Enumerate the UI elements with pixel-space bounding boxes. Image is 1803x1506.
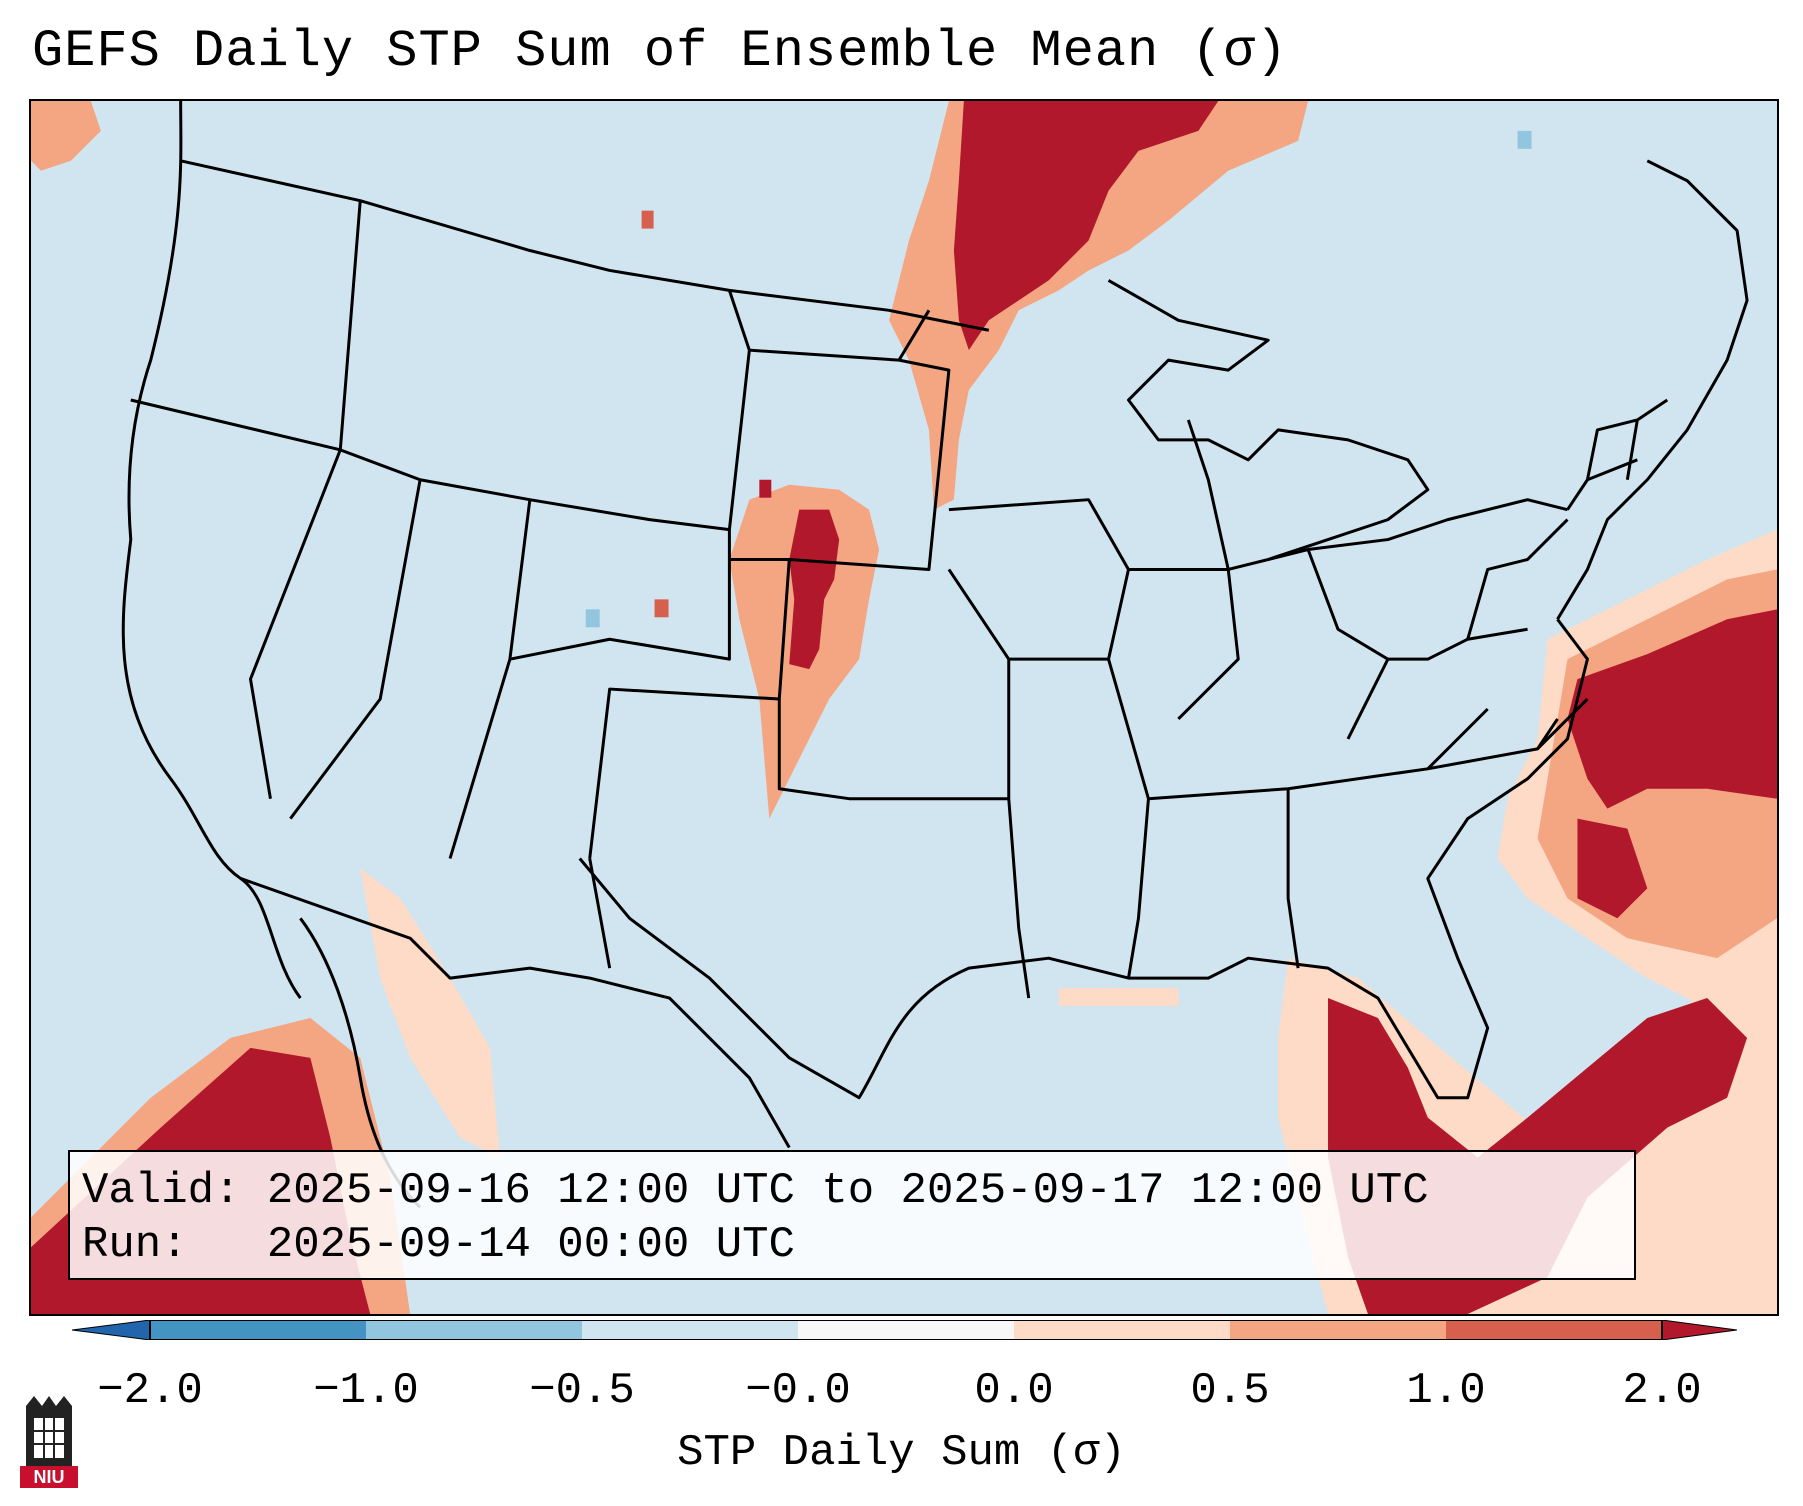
colorbar-extend-high [1661, 1320, 1737, 1340]
anomaly-region-northwest [31, 101, 101, 171]
colorbar-bin [798, 1320, 1014, 1340]
colorbar-tick-label: −0.0 [745, 1366, 851, 1416]
state-borders [130, 200, 1568, 999]
anomaly-cell [654, 599, 669, 618]
anomaly-cell [641, 210, 654, 229]
anomaly-region-atlantic-core2 [1577, 818, 1648, 919]
colorbar-tick-label: 0.5 [1190, 1366, 1270, 1416]
valid-label: Valid: [82, 1166, 241, 1216]
state-borders-east [1466, 398, 1669, 750]
colorbar-tick-label: −2.0 [97, 1366, 203, 1416]
colorbar-bin [150, 1320, 366, 1340]
logo-text: NIU [34, 1467, 65, 1487]
anomaly-cell-negative [1517, 130, 1532, 149]
niu-logo: NIU [20, 1396, 78, 1488]
colorbar-outline [149, 1320, 1663, 1340]
map-canvas [31, 101, 1777, 1314]
colorbar-extend-low [72, 1320, 151, 1340]
anomaly-region-superior-core [953, 101, 1219, 351]
boundaries-layer [121, 101, 1749, 1209]
anomaly-cell [759, 479, 772, 498]
colorbar-tick-label: 1.0 [1406, 1366, 1486, 1416]
colorbar-bin [582, 1320, 798, 1340]
validity-info-box: Valid: 2025-09-16 12:00 UTC to 2025-09-1… [68, 1150, 1636, 1280]
run-value: 2025-09-14 00:00 UTC [266, 1220, 795, 1270]
mexico-border [240, 877, 791, 1149]
map-panel [29, 99, 1779, 1316]
colorbar-bin [366, 1320, 582, 1340]
anomaly-region-gulf-ca [360, 868, 500, 1158]
colorbar-tick-label: 0.0 [974, 1366, 1054, 1416]
anomaly-cell [1058, 988, 1179, 1007]
colorbar-tick-label: 2.0 [1622, 1366, 1702, 1416]
colorbar-tick-label: −1.0 [313, 1366, 419, 1416]
anomaly-region-atlantic-core [1567, 609, 1777, 809]
valid-value: 2025-09-16 12:00 UTC to 2025-09-17 12:00… [266, 1166, 1429, 1216]
great-lakes [1107, 279, 1430, 561]
anomaly-region-plains-core [789, 509, 840, 670]
coastline-gulf [578, 618, 1589, 1100]
anomaly-cell-negative [585, 609, 600, 628]
colorbar-bin [1014, 1320, 1230, 1340]
colorbar-label: STP Daily Sum (σ) [677, 1428, 1126, 1478]
page-title: GEFS Daily STP Sum of Ensemble Mean (σ) [32, 22, 1288, 81]
run-label: Run: [82, 1220, 188, 1270]
colorbar [72, 1320, 1737, 1340]
colorbar-bin [1446, 1320, 1662, 1340]
colorbar-bin [1230, 1320, 1446, 1340]
colorbar-tick-label: −0.5 [529, 1366, 635, 1416]
coastline-northeast [1556, 159, 1749, 621]
